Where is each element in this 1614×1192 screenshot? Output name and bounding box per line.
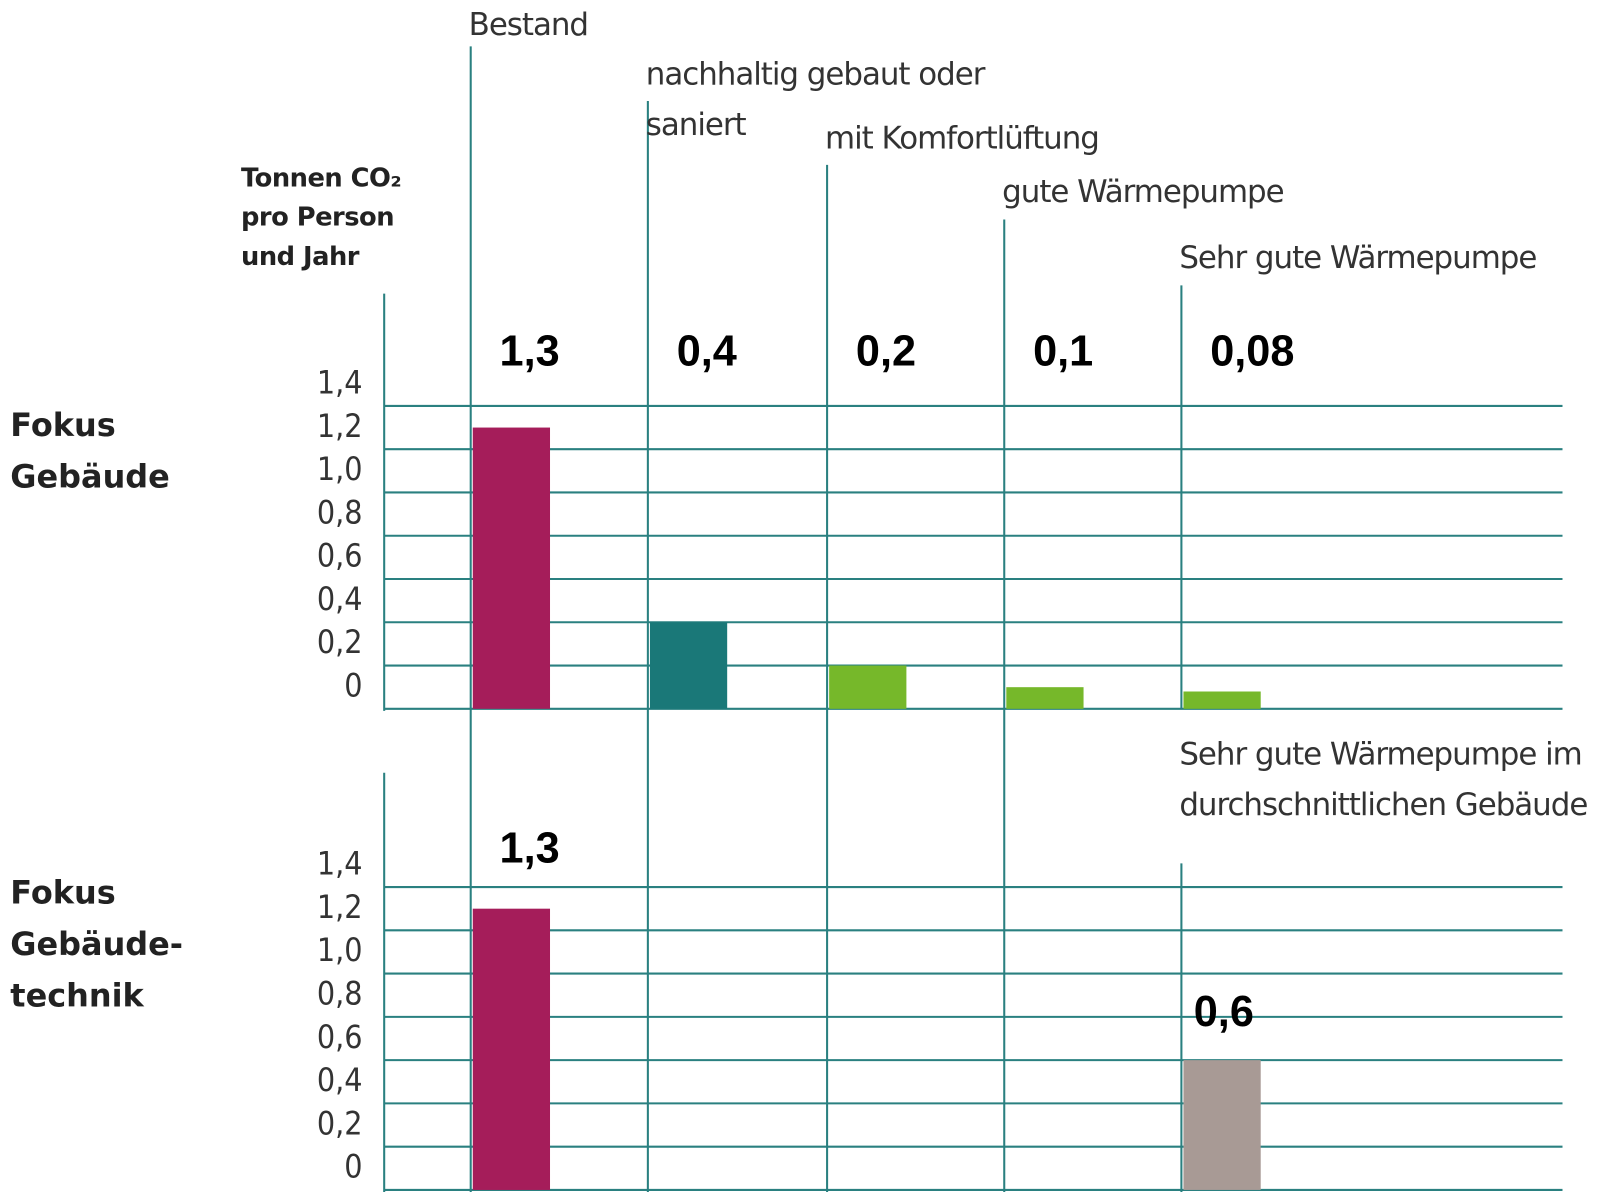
y-tick-label: 0	[344, 1148, 362, 1186]
value-label: 1,3	[500, 328, 560, 376]
category-label: mit Komfortlüftung	[825, 120, 1100, 157]
bar	[649, 622, 728, 709]
bar	[829, 665, 907, 709]
y-tick-label: 0,2	[317, 623, 363, 661]
bar	[472, 427, 551, 709]
bar	[472, 908, 551, 1190]
y-tick-label: 0,4	[317, 1061, 363, 1099]
y-tick-label: 0,8	[317, 493, 363, 531]
side-title-box: Fokus Gebäude-technik	[10, 874, 184, 1015]
category-label: Sehr gute Wärmepumpe	[1179, 240, 1537, 277]
value-label: 0,4	[677, 328, 737, 376]
y-tick-label: 1,2	[317, 407, 363, 445]
y-tick-label: 1,0	[317, 450, 363, 488]
bar	[1183, 691, 1261, 709]
category-label-box: Bestand	[468, 7, 589, 44]
side-title: Fokus Gebäude	[10, 406, 170, 496]
y-tick-label: 1,4	[317, 364, 363, 402]
category-label-box: nachhaltig gebaut oder saniert	[645, 56, 986, 144]
category-label-box: mit Komfortlüftung	[825, 120, 1100, 157]
category-label-box: Sehr gute Wärmepumpe	[1179, 240, 1537, 277]
side-title-box: Fokus Gebäude	[10, 406, 170, 496]
bar	[1183, 1060, 1261, 1190]
value-label: 0,1	[1033, 328, 1093, 376]
value-label: 0,2	[856, 328, 916, 376]
y-tick-label: 0,4	[317, 580, 363, 618]
y-tick-label: 1,0	[317, 931, 363, 969]
y-tick-label: 0,8	[317, 974, 363, 1012]
y-tick-label: 1,4	[317, 845, 363, 883]
category-label: gute Wärmepumpe	[1002, 174, 1284, 211]
category-label: Bestand	[468, 7, 589, 44]
y-tick-label: 0,6	[317, 1018, 363, 1056]
y-tick-label: 0	[344, 666, 362, 704]
bar	[1006, 687, 1084, 709]
y-tick-label: 1,2	[317, 888, 363, 926]
y-axis-title: Tonnen CO₂ pro Person und Jahr	[241, 162, 402, 271]
value-label: 0,6	[1194, 988, 1254, 1036]
value-label: 0,08	[1210, 328, 1294, 376]
category-label: nachhaltig gebaut oder saniert	[645, 56, 986, 144]
y-tick-label: 0,2	[317, 1104, 363, 1142]
y-axis-title-box: Tonnen CO₂ pro Person und Jahr	[241, 162, 402, 271]
category-label: Sehr gute Wärmepumpe im durchschnittlich…	[1179, 736, 1588, 824]
category-label-box: Sehr gute Wärmepumpe im durchschnittlich…	[1179, 736, 1588, 824]
category-label-box: gute Wärmepumpe	[1002, 174, 1284, 211]
y-tick-label: 0,6	[317, 537, 363, 575]
value-label: 1,3	[500, 824, 560, 872]
side-title: Fokus Gebäude-technik	[10, 874, 184, 1015]
